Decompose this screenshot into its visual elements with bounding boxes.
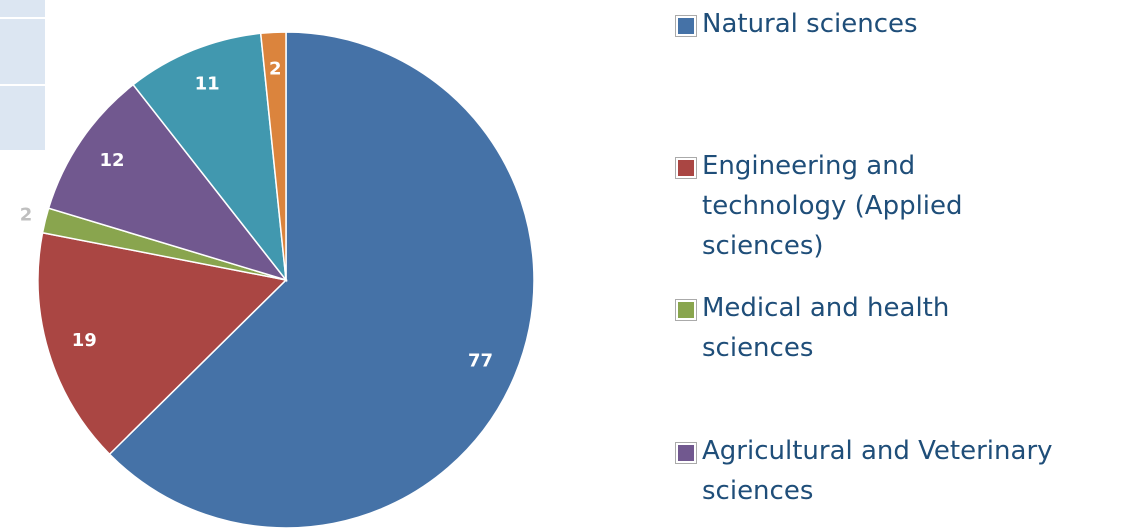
data-label: 2: [20, 205, 33, 226]
legend-swatch: [675, 157, 697, 179]
data-label: 2: [269, 58, 282, 79]
pie-slice: [47, 83, 289, 282]
legend-label: Engineering and technology (Applied scie…: [702, 151, 963, 261]
legend-label: Medical and health sciences: [702, 293, 950, 363]
legend-label: Natural sciences: [702, 9, 918, 39]
pie-slice: [132, 32, 288, 283]
pie-slice: [259, 31, 287, 281]
data-label: 19: [72, 330, 97, 351]
data-label: 11: [195, 73, 220, 94]
legend-swatch: [675, 299, 697, 321]
legend-swatch: [675, 442, 697, 464]
legend-item: Natural sciences: [675, 4, 1122, 44]
legend-item: Agricultural and Veterinary sciences: [675, 431, 1142, 511]
legend-label: Agricultural and Veterinary sciences: [702, 436, 1053, 506]
background-table: [0, 0, 45, 150]
pie: 77 19 2 12 11 2: [20, 31, 535, 529]
pie-slice: [37, 231, 288, 456]
data-label: 12: [100, 150, 125, 171]
legend-item: Medical and health sciences: [675, 288, 1012, 368]
legend-item: Engineering and technology (Applied scie…: [675, 146, 1032, 266]
data-label: 77: [468, 350, 493, 371]
legend-swatch: [675, 15, 697, 37]
pie-slice: [108, 31, 535, 529]
